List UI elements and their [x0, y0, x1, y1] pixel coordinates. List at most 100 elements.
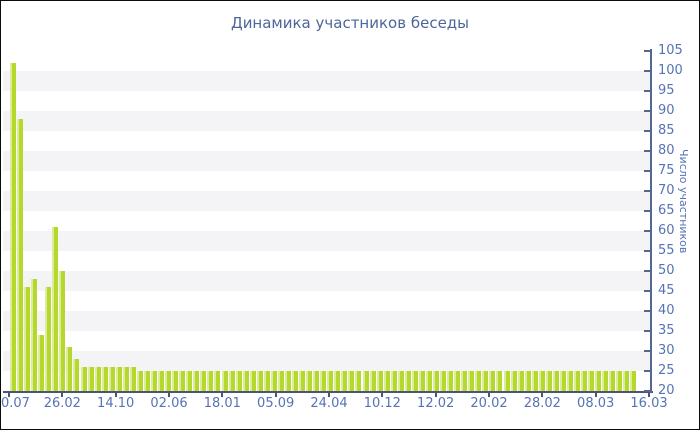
- bar: [243, 371, 249, 391]
- x-tick-label: 14.10: [97, 396, 135, 411]
- y-tick-label: 80: [658, 143, 675, 158]
- x-axis-tick: [61, 393, 64, 397]
- bar: [299, 371, 305, 391]
- bar: [151, 371, 157, 391]
- bar: [560, 371, 566, 391]
- x-tick-label: 28.02: [523, 396, 561, 411]
- bar: [207, 371, 213, 391]
- y-tick-label: 70: [658, 183, 675, 198]
- x-axis-tick: [594, 393, 597, 397]
- y-tick-label: 55: [658, 243, 675, 258]
- bar: [518, 371, 524, 391]
- y-tick-label: 60: [658, 223, 675, 238]
- bar: [271, 371, 277, 391]
- bar: [229, 371, 235, 391]
- bar: [574, 371, 580, 391]
- bar: [426, 371, 432, 391]
- bar: [313, 371, 319, 391]
- y-tick-label: 30: [658, 343, 675, 358]
- y-axis-tick: [644, 370, 650, 372]
- bar: [461, 371, 467, 391]
- bar: [306, 371, 312, 391]
- bar: [475, 371, 481, 391]
- bar: [398, 371, 404, 391]
- x-axis-tick: [381, 393, 384, 397]
- bar: [623, 371, 629, 391]
- bar: [320, 371, 326, 391]
- bar: [10, 63, 16, 391]
- bar: [433, 371, 439, 391]
- bar: [193, 371, 199, 391]
- bar: [405, 371, 411, 391]
- bar: [412, 371, 418, 391]
- bar: [630, 371, 636, 391]
- y-axis-tick: [644, 190, 650, 192]
- y-axis-tick: [644, 70, 650, 72]
- bar: [567, 371, 573, 391]
- bar: [257, 371, 263, 391]
- bar: [489, 371, 495, 391]
- bar: [200, 371, 206, 391]
- bar: [334, 371, 340, 391]
- y-axis-tick: [644, 90, 650, 92]
- bar: [137, 371, 143, 391]
- y-axis-tick: [644, 210, 650, 212]
- bar: [504, 371, 510, 391]
- y-axis-tick: [644, 110, 650, 112]
- bar: [581, 371, 587, 391]
- bar: [384, 371, 390, 391]
- y-tick-label: 35: [658, 323, 675, 338]
- y-tick-label: 75: [658, 163, 675, 178]
- bar: [116, 367, 122, 391]
- y-axis-tick: [644, 150, 650, 152]
- bar: [45, 287, 51, 391]
- bar: [539, 371, 545, 391]
- y-axis-tick: [644, 290, 650, 292]
- x-axis-tick: [648, 393, 650, 397]
- x-tick-label: 10.12: [363, 396, 401, 411]
- bar: [440, 371, 446, 391]
- bar: [172, 371, 178, 391]
- x-tick-label: 08.03: [577, 396, 615, 411]
- bar: [165, 371, 171, 391]
- y-axis-tick: [644, 230, 650, 232]
- bar: [525, 371, 531, 391]
- bar: [327, 371, 333, 391]
- x-tick-label: 0.07: [1, 396, 30, 411]
- x-tick-label: 16.03: [630, 396, 668, 411]
- y-axis-tick: [644, 250, 650, 252]
- y-axis-tick: [644, 50, 650, 52]
- bar: [454, 371, 460, 391]
- x-tick-label: 02.06: [150, 396, 188, 411]
- y-axis-tick: [644, 270, 650, 272]
- x-axis-tick: [168, 393, 170, 397]
- bar: [88, 367, 94, 391]
- bar: [236, 371, 242, 391]
- y-axis-title: Число участников: [677, 149, 690, 254]
- bar: [278, 371, 284, 391]
- x-axis-tick: [274, 393, 277, 397]
- bar: [222, 371, 228, 391]
- bar: [17, 119, 23, 391]
- bar: [482, 371, 488, 391]
- y-tick-label: 85: [658, 123, 675, 138]
- y-tick-label: 25: [658, 363, 675, 378]
- y-tick-label: 65: [658, 203, 675, 218]
- bar: [95, 367, 101, 391]
- bar: [250, 371, 256, 391]
- x-axis-tick: [221, 393, 224, 397]
- y-tick-label: 45: [658, 283, 675, 298]
- y-axis-tick: [644, 390, 650, 392]
- bar: [616, 371, 622, 391]
- bar: [553, 371, 559, 391]
- x-axis-tick: [114, 393, 117, 397]
- x-tick-label: 20.02: [470, 396, 508, 411]
- bar: [292, 371, 298, 391]
- bar: [595, 371, 601, 391]
- y-tick-label: 95: [658, 83, 675, 98]
- bar: [496, 371, 502, 391]
- bar: [363, 371, 369, 391]
- bar: [391, 371, 397, 391]
- bar: [158, 371, 164, 391]
- bar: [419, 371, 425, 391]
